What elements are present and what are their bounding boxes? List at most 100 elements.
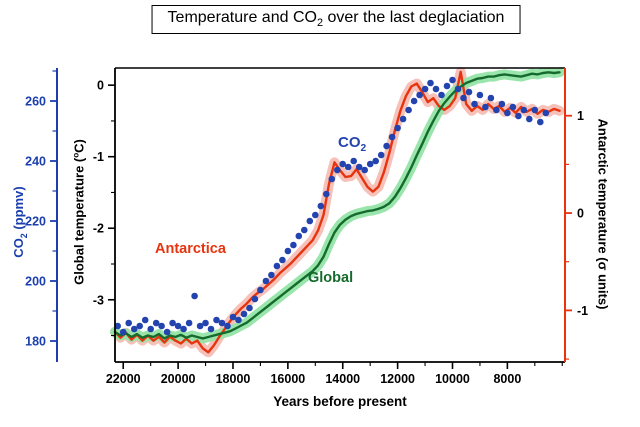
antarctica-uncertainty-band — [110, 66, 565, 358]
co2-data-point — [438, 91, 445, 99]
co2-data-point — [509, 103, 517, 111]
co2-data-point — [487, 94, 495, 102]
co2-data-point — [147, 325, 154, 333]
co2-data-point — [119, 328, 127, 336]
x-axis-tick-label: 10000 — [435, 372, 470, 386]
antarctica-series-label: Antarctica — [155, 241, 226, 257]
co2-data-point — [196, 322, 204, 330]
co2-data-point — [268, 271, 275, 279]
co2-data-point — [366, 160, 374, 168]
co2-data-point — [158, 322, 165, 330]
antarctic-temp-tick-label: 0 — [577, 207, 584, 221]
co2-data-point — [449, 76, 456, 84]
co2-data-point — [301, 226, 308, 234]
co2-data-point — [355, 163, 363, 171]
x-axis-tick-label: 18000 — [216, 372, 251, 386]
chart-title-text: Temperature and CO — [167, 9, 317, 26]
co2-data-point — [526, 115, 533, 123]
co2-tick-label: 220 — [25, 215, 46, 229]
co2-data-point — [251, 295, 259, 303]
co2-data-point — [350, 157, 358, 165]
co2-data-point — [290, 241, 297, 249]
co2-axis-label: CO2 (ppmv) — [11, 186, 29, 257]
co2-tick-label: 200 — [25, 275, 46, 289]
co2-data-point — [410, 97, 418, 105]
co2-data-point — [257, 286, 264, 294]
co2-series-label: CO2 — [338, 134, 366, 154]
chart-title: Temperature and CO2 over the last deglac… — [151, 5, 521, 35]
co2-data-point — [377, 151, 385, 159]
x-axis-tick-label: 20000 — [161, 372, 196, 386]
co2-axis-label-subscript: 2 — [18, 233, 29, 239]
co2-series-label-text: CO — [338, 134, 361, 151]
co2-data-point — [416, 91, 423, 99]
co2-data-point — [520, 106, 528, 114]
x-axis-tick-label: 12000 — [380, 372, 415, 386]
co2-data-point — [262, 277, 270, 285]
co2-data-point — [224, 322, 231, 330]
co2-data-point — [246, 304, 253, 312]
co2-data-point — [136, 322, 143, 330]
co2-data-point — [180, 325, 187, 333]
co2-data-point — [399, 115, 407, 123]
co2-data-point — [169, 319, 176, 327]
co2-data-point — [284, 247, 292, 255]
co2-data-point — [213, 316, 220, 324]
co2-data-point — [141, 316, 149, 324]
co2-data-point — [317, 202, 325, 210]
global-temp-tick-label: -2 — [93, 222, 104, 236]
global-line — [113, 71, 561, 340]
chart-title-subscript: 2 — [316, 17, 324, 30]
co2-data-point — [421, 85, 429, 93]
co2-data-point — [279, 256, 286, 264]
co2-data-point — [383, 142, 390, 150]
x-axis-tick-label: 8000 — [493, 372, 521, 386]
antarctic-temp-tick-label: -1 — [577, 304, 588, 318]
co2-data-point — [125, 319, 132, 327]
co2-data-point — [207, 325, 215, 333]
co2-axis-label-text: CO — [11, 238, 27, 258]
global-series-label: Global — [308, 270, 354, 286]
co2-series-label-subscript: 2 — [360, 143, 367, 154]
global-temp-axis-label-text-2: C) — [71, 139, 87, 153]
x-axis-tick-label: 14000 — [325, 372, 360, 386]
co2-data-point — [218, 319, 226, 327]
co2-data-point — [229, 313, 237, 321]
co2-data-point — [372, 157, 380, 165]
co2-data-point — [130, 325, 138, 333]
co2-data-point — [427, 79, 434, 87]
antarctic-temp-axis-label: Antarctic temperature (σ units) — [595, 118, 611, 310]
co2-data-point — [323, 190, 330, 198]
antarctica-line — [113, 70, 561, 354]
co2-data-point — [498, 100, 506, 108]
co2-data-point — [493, 106, 500, 114]
co2-data-point — [339, 160, 347, 168]
co2-data-point — [361, 166, 369, 174]
co2-data-point — [471, 100, 478, 108]
co2-data-point — [328, 175, 336, 183]
co2-data-point — [273, 262, 281, 270]
co2-data-point — [163, 328, 171, 336]
co2-tick-label: 180 — [25, 335, 46, 349]
co2-tick-label: 260 — [25, 95, 46, 109]
global-temp-tick-label: -1 — [93, 150, 104, 164]
co2-data-point — [185, 319, 193, 327]
co2-data-point — [465, 88, 473, 96]
global-temp-tick-label: -3 — [93, 293, 104, 307]
co2-data-point — [504, 109, 511, 117]
co2-data-point — [240, 310, 248, 318]
x-axis-tick-label: 16000 — [270, 372, 305, 386]
chart-title-text-2: over the last deglaciation — [323, 9, 505, 26]
co2-data-point — [152, 319, 160, 327]
global-temp-axis-label-text: Global temperature ( — [71, 157, 87, 285]
co2-data-point — [432, 85, 440, 93]
co2-data-point — [174, 322, 182, 330]
co2-axis-label-text-2: (ppmv) — [11, 186, 27, 234]
co2-data-point — [531, 106, 539, 114]
co2-data-point — [443, 82, 451, 90]
co2-data-point — [454, 85, 462, 93]
co2-data-point — [537, 118, 544, 126]
x-axis-label: Years before present — [273, 394, 407, 409]
